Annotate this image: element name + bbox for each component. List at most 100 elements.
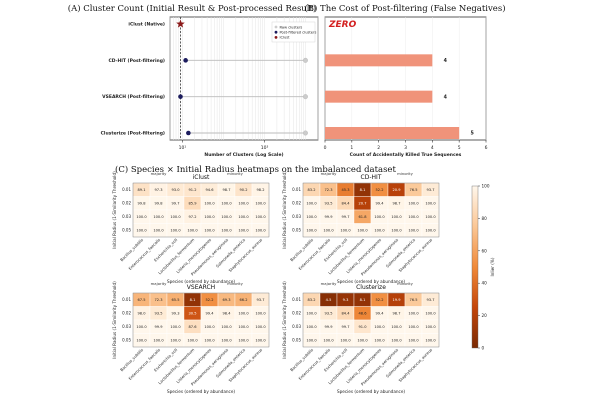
heatmap-cell-value: 99.4: [375, 202, 384, 206]
heatmap-cell-value: 99.4: [375, 312, 384, 316]
heatmap-cell-value: 100.0: [204, 229, 215, 233]
heatmap-xlabel: Species (ordered by abundance): [337, 389, 405, 394]
heatmap-cell-value: 100.0: [136, 325, 147, 329]
heatmap-cell-value: 93.7: [426, 298, 434, 302]
heatmap-frame: [302, 292, 440, 348]
panel-b-xtick-label: 5: [458, 145, 461, 151]
heatmap-cell-value: 100.0: [425, 202, 436, 206]
heatmap-cell-value: 45.3: [341, 188, 349, 192]
heatmap-cell-value: 100.0: [221, 325, 232, 329]
panel-a-raw-point: [303, 57, 308, 63]
heatmap-cell-value: 8.1: [360, 298, 366, 302]
heatmap-ytick-label: 0.01: [292, 297, 301, 302]
panel-a-xlabel: Number of Clusters (Log Scale): [204, 152, 283, 158]
heatmap-cell-value: 100.0: [204, 325, 215, 329]
panel-b-value-label: 4: [444, 58, 448, 64]
heatmap-ytick-label: 0.02: [122, 311, 131, 316]
heatmap-cell-value: 83.2: [307, 188, 315, 192]
heatmap-cell-value: 20.9: [392, 188, 401, 192]
heatmap-group-label: majority: [321, 281, 338, 286]
heatmap-ytick-label: 0.01: [292, 187, 301, 192]
heatmap-cell-value: 98.7: [392, 312, 400, 316]
panel-b-xtick-label: 0: [324, 145, 327, 151]
heatmap-cell-value: 100.0: [136, 215, 147, 219]
heatmap-cell-value: 100.0: [374, 325, 385, 329]
heatmap-cell-value: 99.7: [171, 202, 179, 206]
heatmap-cell-value: 100.0: [425, 325, 436, 329]
heatmap-cell-value: 100.0: [391, 229, 402, 233]
heatmap-cell-value: 76.5: [409, 298, 417, 302]
panel-a-title: (A) Cluster Count (Initial Result & Post…: [68, 3, 316, 14]
heatmap-cell-value: 19.9: [392, 298, 401, 302]
heatmap-cell-value: 100.0: [357, 229, 368, 233]
heatmap-cell-value: 100.0: [306, 339, 317, 343]
heatmap-cell-value: 93.7: [256, 298, 264, 302]
heatmap-cell-value: 99.3: [171, 312, 179, 316]
heatmap-cell-value: 93.5: [324, 202, 332, 206]
heatmap-cell-value: 98.7: [222, 188, 230, 192]
heatmap-xlabel: Species (ordered by abundance): [337, 279, 405, 284]
panel-a-method-label: iClust (Native): [128, 22, 165, 28]
panel-a-method-label: CD-HIT (Post-filtering): [108, 58, 165, 64]
heatmap-cell-value: 97.3: [154, 188, 162, 192]
heatmap-cell-value: 98.4: [222, 312, 231, 316]
heatmap-cell-value: 52.2: [375, 188, 383, 192]
heatmap-cell-value: 100.0: [408, 312, 419, 316]
panel-a-post-point: [186, 130, 191, 136]
heatmap-cell-value: 100.0: [255, 325, 266, 329]
heatmap-cell-value: 99.8: [137, 202, 146, 206]
colorbar: [471, 185, 479, 349]
heatmap-cell-value: 100.0: [170, 325, 181, 329]
heatmap-title: iClust: [193, 174, 210, 181]
heatmap-cell-value: 93.0: [171, 188, 180, 192]
heatmap-species-label: Salmonella_enterica: [385, 237, 417, 269]
heatmap-ytick-label: 0.01: [122, 297, 131, 302]
heatmap-cell-value: 98.7: [392, 202, 400, 206]
heatmap-cell-value: 100.0: [153, 229, 164, 233]
heatmap-group-label: minority: [397, 171, 414, 176]
heatmap-ytick-label: 0.03: [122, 214, 131, 219]
heatmap-cell-value: 98.2: [256, 188, 264, 192]
heatmap-ytick-label: 0.03: [292, 324, 301, 329]
heatmap-title: Clusterize: [356, 284, 386, 291]
heatmap-cell-value: 76.5: [409, 188, 417, 192]
panel-a-legend-marker: [274, 30, 278, 34]
heatmap-cell-value: 100.0: [323, 339, 334, 343]
heatmap-cell-value: 66.2: [239, 298, 247, 302]
heatmap-species-label: Salmonella_enterica: [385, 347, 417, 379]
heatmap-cell-value: 100.0: [306, 215, 317, 219]
heatmap-cell-value: 100.0: [136, 339, 147, 343]
heatmap-cell-value: 100.0: [221, 229, 232, 233]
heatmap-cell-value: 100.0: [204, 339, 215, 343]
panel-a-method-label: Clusterize (Post-filtering): [101, 131, 165, 137]
colorbar-tick-label: 60: [482, 248, 488, 253]
heatmap-cell-value: 99.7: [341, 215, 349, 219]
heatmap-ytick-label: 0.03: [292, 214, 301, 219]
heatmap-species-label: Staphylococcus_aureus: [397, 347, 433, 383]
heatmap-xlabel: Species (ordered by abundance): [167, 279, 235, 284]
panel-b-bar: [325, 54, 433, 67]
heatmap-cell-value: 100.0: [238, 339, 249, 343]
heatmap-cell-value: 100.0: [306, 325, 317, 329]
heatmap-cell-value: 72.3: [154, 298, 162, 302]
heatmap-cell-value: 72.3: [324, 188, 332, 192]
heatmap-cell-value: 100.0: [374, 229, 385, 233]
heatmap-cell-value: 97.2: [188, 215, 196, 219]
panel-b-xtick-label: 4: [431, 145, 434, 151]
panel-b-bar: [325, 127, 460, 139]
heatmap-title: VSEARCH: [187, 284, 215, 291]
heatmap-cell-value: 100.0: [187, 229, 198, 233]
panel-b-xtick-label: 1: [350, 145, 353, 151]
heatmap-cell-value: 9.3: [343, 298, 349, 302]
heatmap-cell-value: 100.0: [391, 215, 402, 219]
panel-a-legend-label: Raw clusters: [280, 25, 303, 29]
heatmap-group-label: majority: [151, 281, 168, 286]
heatmap-cell-value: 61.8: [358, 215, 367, 219]
heatmap-cell-value: 100.0: [255, 229, 266, 233]
colorbar-tick-label: 20: [482, 313, 488, 318]
panel-a-legend-label: Post-filtered clusters: [280, 31, 317, 35]
panel-a-legend-marker: [274, 36, 278, 39]
heatmap-frame: [132, 292, 270, 348]
heatmap-ytick-label: 0.05: [292, 228, 301, 233]
heatmap-group-label: majority: [151, 171, 168, 176]
